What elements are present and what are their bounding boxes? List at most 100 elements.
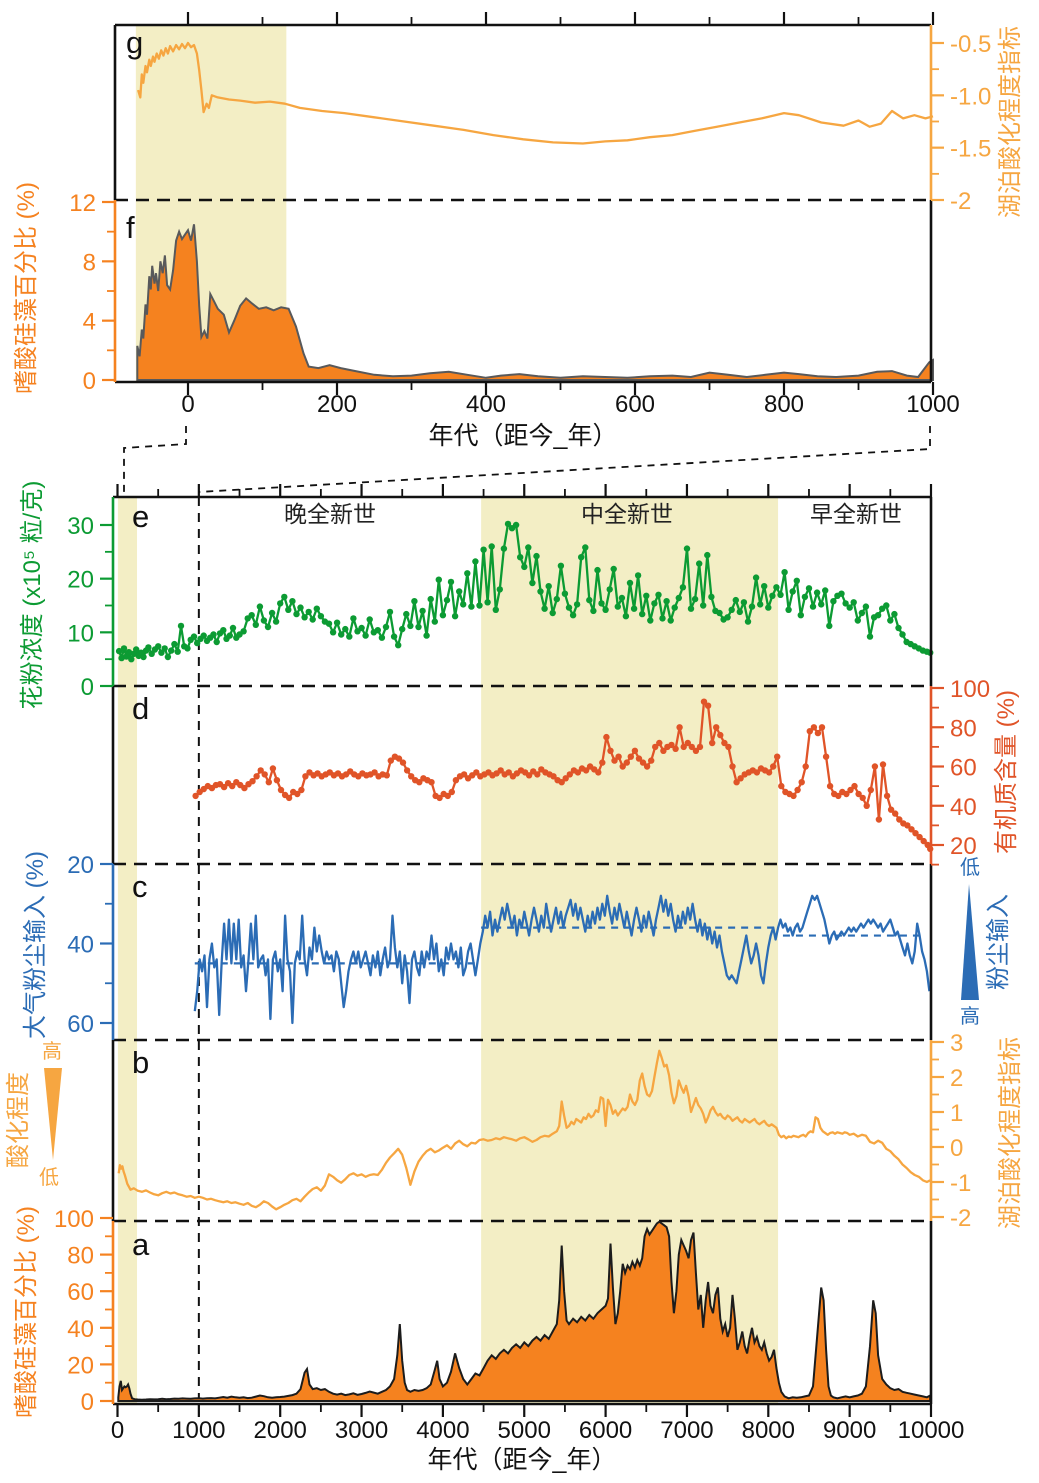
- series-e-marker: [643, 592, 650, 599]
- series-d-marker: [648, 757, 655, 764]
- tick-label: 3000: [335, 1417, 388, 1444]
- series-d-marker: [595, 769, 602, 776]
- series-e-marker: [309, 616, 316, 623]
- tick-label: 2: [950, 1065, 963, 1092]
- series-e-marker: [272, 618, 280, 625]
- series-e-marker: [305, 608, 312, 616]
- series-e-marker: [822, 587, 829, 594]
- series-e-marker: [818, 601, 825, 608]
- series-d-marker: [550, 773, 557, 780]
- series-e-marker: [260, 617, 268, 624]
- series-e-marker: [573, 601, 581, 608]
- tick-label: -1.0: [950, 83, 991, 110]
- series-e-marker: [606, 586, 613, 593]
- series-e-marker: [529, 579, 536, 587]
- series-d-marker: [826, 782, 834, 790]
- series-d-marker: [387, 757, 394, 764]
- series-d-marker: [692, 747, 700, 754]
- tick-label: 40: [950, 794, 977, 821]
- series-d-marker: [436, 794, 443, 802]
- series-e-marker: [748, 603, 756, 610]
- series-e-marker: [338, 631, 345, 638]
- series-d-marker: [778, 782, 785, 790]
- panel-letter-f: f: [126, 210, 135, 245]
- series-e-marker: [647, 617, 654, 624]
- top-x-axis-title: 年代（距今_年）: [428, 422, 618, 450]
- tick-label: 0: [81, 674, 94, 701]
- series-e-marker: [177, 622, 185, 630]
- series-d-marker: [684, 739, 691, 747]
- tick-label: 8: [83, 249, 96, 276]
- series-e-marker: [431, 618, 438, 625]
- series-e-marker: [569, 612, 577, 619]
- series-e-marker: [769, 592, 776, 599]
- series-e-marker: [285, 606, 292, 613]
- series-e-marker: [700, 602, 707, 609]
- series-e-marker: [411, 598, 418, 605]
- series-d-marker: [770, 763, 777, 770]
- series-e-marker: [164, 653, 172, 661]
- series-e-marker: [732, 596, 739, 604]
- era-label-late-holocene: 晚全新世: [284, 501, 376, 527]
- tick-label: 80: [950, 715, 977, 742]
- tick-label: 8000: [742, 1417, 795, 1444]
- panel-letter-c: c: [132, 869, 148, 904]
- era-label-early-holocene: 早全新世: [810, 501, 902, 527]
- series-e-marker: [128, 656, 135, 663]
- panel-letter-a: a: [132, 1227, 150, 1262]
- series-e-marker: [443, 596, 451, 604]
- series-e-marker: [594, 566, 601, 574]
- series-d-marker: [408, 773, 415, 780]
- series-d-marker: [818, 724, 826, 731]
- series-e-marker: [155, 643, 162, 650]
- series-d-marker: [302, 773, 309, 780]
- tick-label: 0: [81, 1389, 94, 1416]
- series-e-marker: [350, 615, 357, 622]
- series-d-marker: [704, 702, 712, 709]
- tick-label: 30: [67, 513, 94, 540]
- tick-label: 20: [67, 567, 94, 594]
- series-e-marker: [708, 593, 715, 601]
- series-e-marker: [256, 603, 264, 610]
- tick-label: 4000: [416, 1417, 469, 1444]
- series-d-marker: [896, 816, 903, 823]
- series-e-marker: [423, 632, 430, 639]
- series-e-marker: [264, 623, 272, 631]
- b-wedge-title: 酸化程度: [5, 1072, 32, 1168]
- series-e-marker: [174, 648, 181, 655]
- tick-label: -1.5: [950, 136, 991, 163]
- tick-label: 3: [950, 1030, 963, 1057]
- series-e-marker: [161, 645, 168, 652]
- series-e-marker: [289, 598, 296, 605]
- series-e-marker: [460, 601, 467, 608]
- series-d-marker: [822, 753, 830, 760]
- series-e-marker: [140, 653, 147, 661]
- series-e-marker: [809, 603, 817, 610]
- series-d-marker: [460, 771, 468, 778]
- series-e-marker: [736, 608, 743, 616]
- series-d-marker: [652, 743, 659, 751]
- series-e-marker: [716, 609, 723, 617]
- series-e-marker: [549, 609, 556, 617]
- series-d-marker: [566, 771, 573, 778]
- series-f-area: [136, 224, 934, 381]
- tick-label: 400: [466, 391, 506, 418]
- series-e-marker: [220, 627, 227, 634]
- series-d-marker: [639, 759, 647, 766]
- tick-label: 20: [67, 1352, 94, 1379]
- series-d-marker: [802, 763, 809, 770]
- series-d-marker: [635, 755, 643, 762]
- series-e-marker: [407, 622, 414, 630]
- series-e-marker: [850, 599, 857, 606]
- series-e-marker: [866, 633, 874, 640]
- tick-label: 12: [69, 190, 96, 217]
- series-e-marker: [133, 646, 140, 653]
- series-e-marker: [268, 609, 276, 617]
- series-e-marker: [858, 609, 866, 617]
- series-d-marker: [721, 739, 728, 747]
- series-e-marker: [854, 617, 861, 624]
- series-d-marker: [843, 790, 850, 798]
- series-e-marker: [366, 616, 373, 623]
- series-d-marker: [534, 771, 541, 778]
